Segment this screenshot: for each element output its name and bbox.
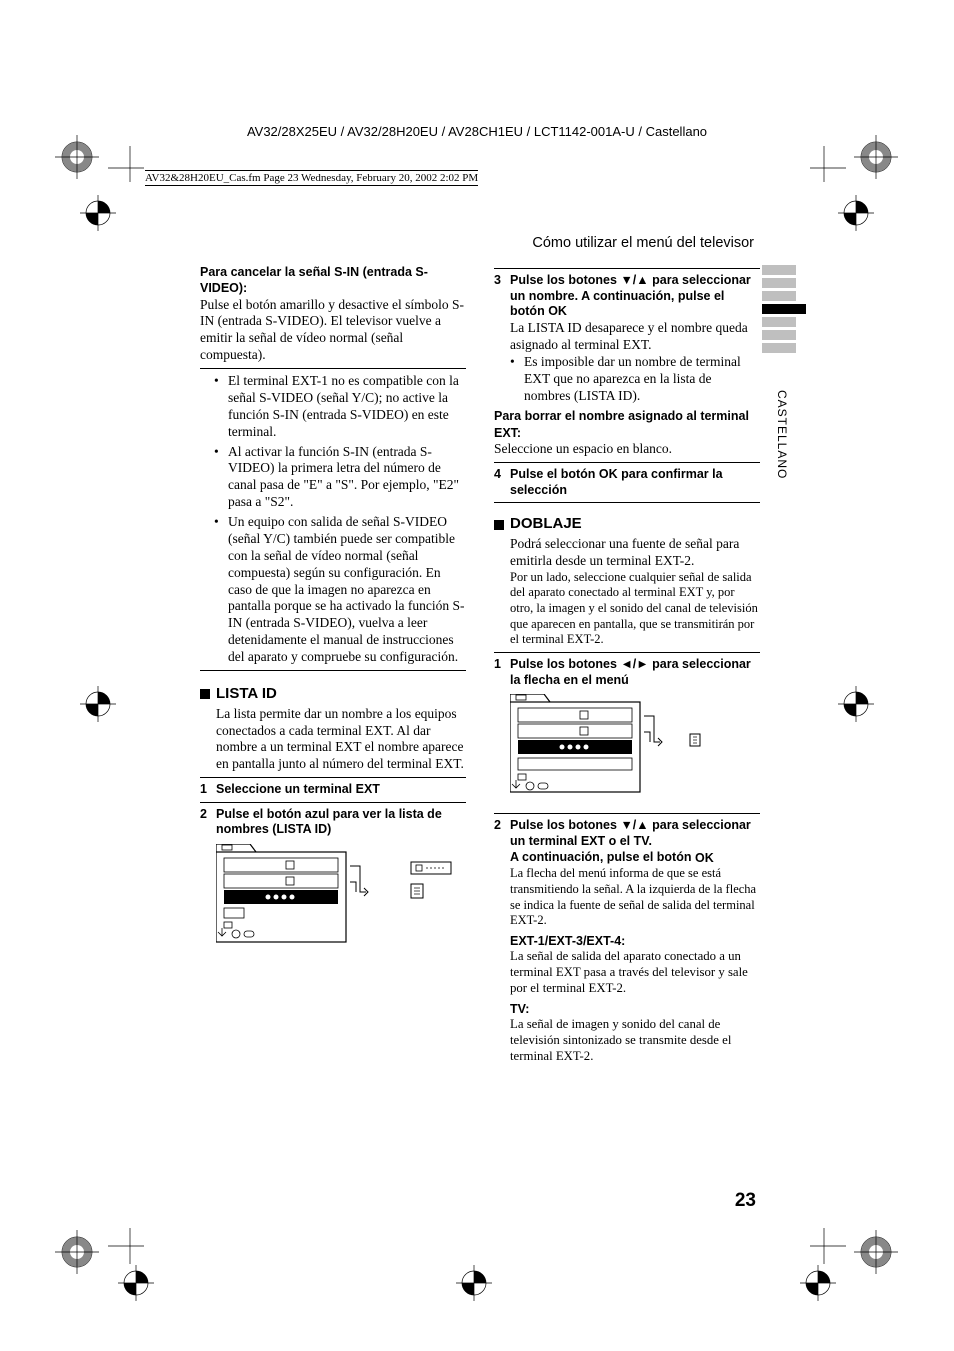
down-up-icon: ▼/▲ [620,273,648,289]
cancel-title: Para cancelar la señal S-IN (entrada S-V… [200,264,466,297]
tv-title: TV: [510,1001,760,1017]
down-up-icon: ▼/▲ [620,818,648,834]
doblaje-intro2: Por un lado, seleccione cualquier señal … [510,570,760,648]
erase-title: Para borrar el nombre asignado al termin… [494,408,760,441]
bullet-3: •Un equipo con salida de señal S-VIDEO (… [214,514,466,666]
erase-body: Seleccione un espacio en blanco. [494,441,760,458]
step-4: 4Pulse el botón OK para confirmar la sel… [494,467,760,498]
doblaje-heading: DOBLAJE [494,515,760,534]
ok-icon: OK [548,304,567,320]
menu-diagram-2 [510,694,760,809]
step-1: 1Seleccione un terminal EXT [200,782,466,798]
doblaje-intro1: Podrá seleccionar una fuente de señal pa… [510,536,760,570]
lista-id-intro: La lista permite dar un nombre a los equ… [216,706,466,774]
left-column: Para cancelar la señal S-IN (entrada S-V… [200,264,466,1065]
right-column: 3Pulse los botones ▼/▲ para seleccionar … [494,264,760,1065]
left-right-icon: ◄/► [620,657,648,673]
section-title: Cómo utilizar el menú del televisor [532,235,754,251]
square-icon [200,689,210,699]
doblaje-step-2: 2Pulse los botones ▼/▲ para seleccionar … [494,818,760,849]
doblaje-step2-line2: A continuación, pulse el botón OK [510,849,760,866]
doblaje-step-1: 1Pulse los botones ◄/► para seleccionar … [494,657,760,688]
ok-icon: OK [695,850,714,866]
page-number: 23 [735,1190,756,1212]
tv-body: La señal de imagen y sonido del canal de… [510,1017,760,1065]
bullet-1: •El terminal EXT-1 no es compatible con … [214,373,466,441]
ext134-title: EXT-1/EXT-3/EXT-4: [510,933,760,949]
step3-bullet: •Es imposible dar un nombre de terminal … [510,354,760,405]
ext134-body: La señal de salida del aparato conectado… [510,949,760,997]
doblaje-step2-body: La flecha del menú informa de que se est… [510,866,760,929]
bullet-2: •Al activar la función S-IN (entrada S-V… [214,444,466,512]
step-3: 3Pulse los botones ▼/▲ para seleccionar … [494,273,760,320]
header-file: AV32&28H20EU_Cas.fm Page 23 Wednesday, F… [145,170,478,186]
index-bars [762,265,806,356]
header-model: AV32/28X25EU / AV32/28H20EU / AV28CH1EU … [0,124,954,139]
step-2: 2Pulse el botón azul para ver la lista d… [200,807,466,838]
lista-id-heading: LISTA ID [200,685,466,704]
cancel-body: Pulse el botón amarillo y desactive el s… [200,297,466,365]
step3-body: La LISTA ID desaparece y el nombre queda… [510,320,760,354]
menu-diagram-1 [216,844,466,959]
vertical-label: CASTELLANO [775,390,789,479]
square-icon [494,520,504,530]
ok-icon: OK [599,467,618,483]
